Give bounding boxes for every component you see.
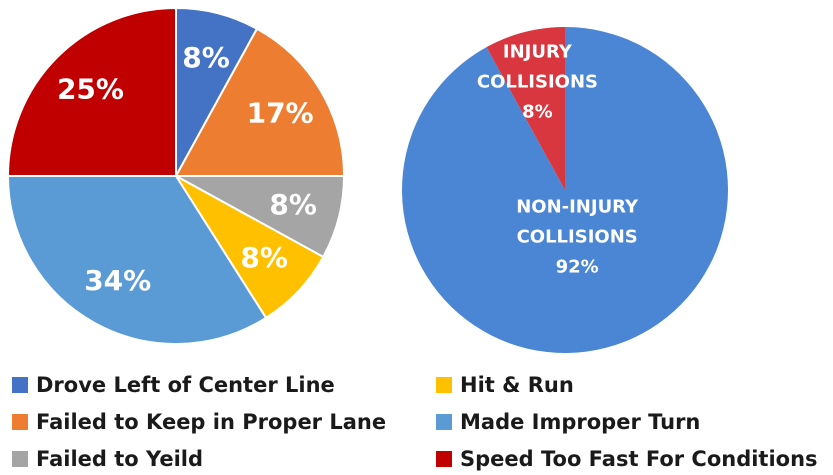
value-label: 92% xyxy=(556,256,599,277)
legend-label: Speed Too Fast For Conditions xyxy=(460,447,818,471)
legend-swatch xyxy=(436,451,452,467)
value-label: 8% xyxy=(522,102,553,123)
legend-swatch xyxy=(12,414,28,430)
legend-label: Hit & Run xyxy=(460,373,574,397)
data-label: 17% xyxy=(247,96,314,129)
pie-slice xyxy=(6,6,177,177)
data-label: 34% xyxy=(84,264,151,297)
data-label: 25% xyxy=(57,72,124,105)
legend-swatch xyxy=(436,377,452,393)
legend-swatch xyxy=(12,451,28,467)
pie-slice xyxy=(402,27,728,354)
data-label: 8% xyxy=(240,241,288,274)
pie-slice xyxy=(174,27,346,177)
pie-slice xyxy=(6,175,268,345)
category-label: NON-INJURY COLLISIONS xyxy=(516,196,639,247)
label-line: INJURY xyxy=(503,42,573,63)
legend-swatch xyxy=(12,377,28,393)
data-label: INJURY COLLISIONS 8% xyxy=(477,42,598,123)
label-line: COLLISIONS xyxy=(517,226,638,247)
category-label: INJURY COLLISIONS xyxy=(477,42,598,93)
legend-label: Made Improper Turn xyxy=(460,410,700,434)
label-line: COLLISIONS xyxy=(477,72,598,93)
data-label: NON-INJURY COLLISIONS 92% xyxy=(516,196,639,277)
label-line: NON-INJURY xyxy=(516,196,639,217)
legend-label: Failed to Keep in Proper Lane xyxy=(36,410,386,434)
pie-slice xyxy=(486,27,565,190)
legend-swatch xyxy=(436,414,452,430)
data-label: 8% xyxy=(182,41,230,74)
legend-label: Drove Left of Center Line xyxy=(36,373,335,397)
data-label: 8% xyxy=(269,188,317,221)
legend-label: Failed to Yeild xyxy=(36,447,203,471)
